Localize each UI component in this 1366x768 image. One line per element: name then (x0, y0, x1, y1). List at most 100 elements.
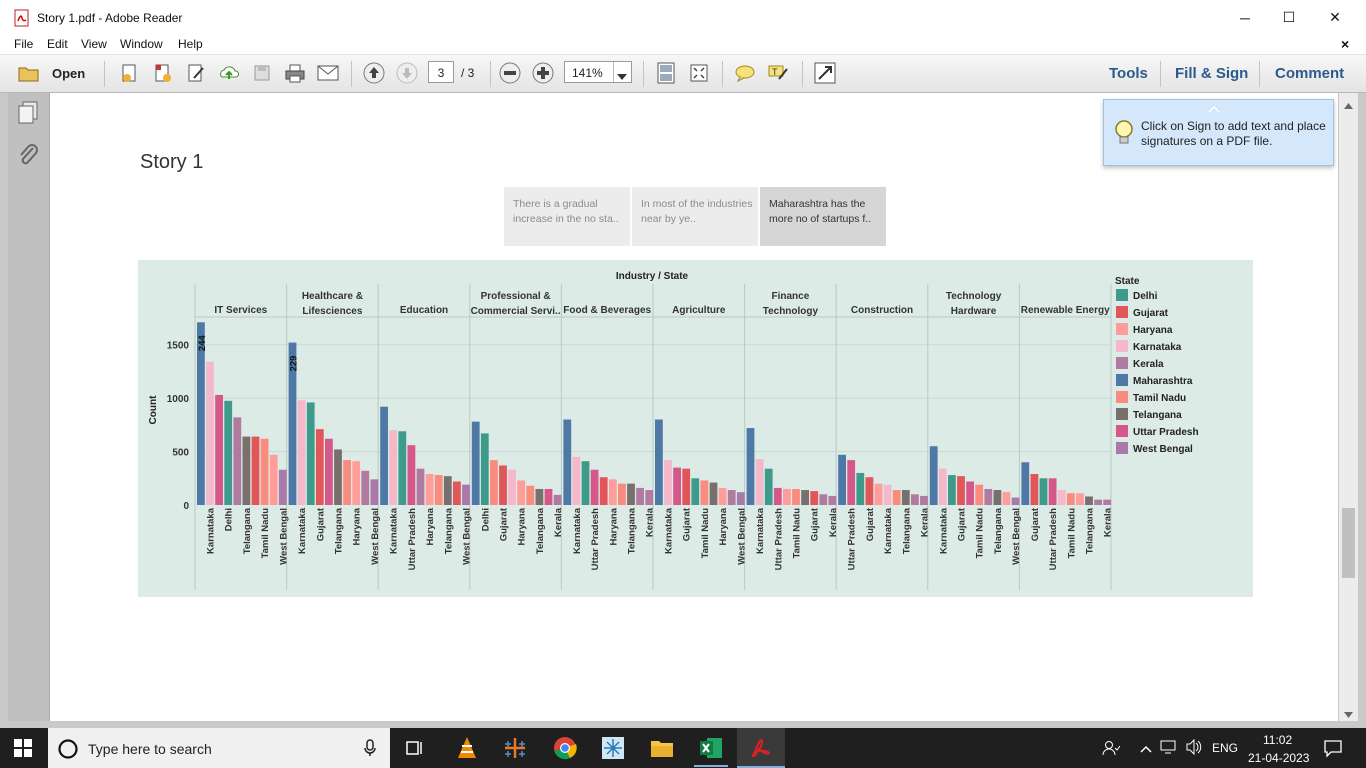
y-tick-label: 0 (183, 501, 189, 512)
task-view-icon[interactable] (398, 732, 432, 764)
next-page-icon[interactable] (396, 62, 418, 84)
open-folder-icon[interactable] (18, 63, 40, 83)
network-icon[interactable] (1160, 740, 1176, 757)
tableau-icon[interactable] (498, 732, 532, 764)
highlight-text-icon[interactable]: T (767, 63, 789, 83)
bar (325, 438, 333, 505)
bar (608, 479, 617, 505)
legend-swatch (1116, 391, 1128, 403)
zoom-in-icon[interactable] (532, 62, 554, 84)
bar (306, 402, 315, 505)
close-button[interactable]: ✕ (1329, 9, 1341, 25)
scroll-down-icon[interactable] (1344, 707, 1353, 721)
page-number-input[interactable]: 3 (428, 61, 454, 83)
maximize-button[interactable]: ☐ (1282, 9, 1296, 25)
edit-pdf-icon[interactable] (185, 63, 207, 83)
chevron-down-icon[interactable] (617, 69, 627, 83)
minimize-button[interactable]: ─ (1240, 9, 1250, 26)
windows-start-icon[interactable] (14, 739, 32, 760)
print-icon[interactable] (284, 63, 306, 83)
bar (1021, 462, 1030, 505)
story-point-1[interactable]: There is a gradual increase in the no st… (504, 187, 630, 246)
chevron-up-icon[interactable] (1208, 102, 1220, 116)
clock-time[interactable]: 11:02 (1263, 733, 1293, 747)
language-indicator[interactable]: ENG (1212, 741, 1239, 755)
snowflake-app-icon[interactable] (596, 732, 630, 764)
fill-sign-button[interactable]: Fill & Sign (1175, 65, 1249, 82)
vlc-icon[interactable] (450, 732, 484, 764)
zoom-value: 141% (572, 66, 603, 80)
x-tick-label: West Bengal (278, 508, 289, 565)
cloud-upload-icon[interactable] (218, 63, 240, 83)
page-thumbnails-icon[interactable] (17, 101, 39, 128)
create-pdf-icon[interactable] (118, 63, 140, 83)
bar (535, 488, 544, 505)
adobe-reader-icon[interactable] (744, 732, 778, 764)
volume-icon[interactable] (1185, 738, 1203, 758)
menu-view[interactable]: View (81, 37, 107, 51)
bar (792, 488, 800, 505)
x-tick-label: Telangana (334, 507, 345, 554)
open-button[interactable]: Open (52, 66, 86, 81)
data-label: 244 (197, 335, 208, 352)
scroll-up-icon[interactable] (1344, 98, 1353, 112)
close-document-button[interactable]: × (1341, 36, 1350, 52)
x-tick-label: Gujarat (810, 507, 821, 541)
file-explorer-icon[interactable] (645, 732, 679, 764)
menu-window[interactable]: Window (120, 37, 163, 51)
zoom-select[interactable] (564, 61, 632, 83)
bar (508, 469, 516, 505)
bar (343, 460, 351, 505)
x-tick-label: Gujarat (1030, 507, 1041, 541)
microphone-icon[interactable] (364, 739, 376, 760)
attachments-icon[interactable] (17, 143, 39, 170)
x-tick-label: Telangana (443, 507, 454, 554)
fit-page-icon[interactable] (655, 62, 677, 84)
scrollbar-thumb[interactable] (1342, 508, 1355, 578)
industry-header: Hardware (951, 306, 997, 317)
x-tick-label: Kerala (828, 507, 839, 537)
zoom-divider (613, 62, 614, 82)
bar (645, 490, 654, 505)
bar (892, 490, 901, 505)
zoom-out-icon[interactable] (499, 62, 521, 84)
fit-width-icon[interactable] (688, 63, 710, 83)
email-icon[interactable] (317, 63, 339, 83)
industry-header: Agriculture (672, 305, 726, 316)
export-pdf-icon[interactable] (152, 63, 174, 83)
legend-label: West Bengal (1133, 444, 1193, 455)
legend-swatch (1116, 442, 1128, 454)
full-screen-icon[interactable] (814, 62, 836, 84)
tools-button[interactable]: Tools (1109, 65, 1148, 82)
legend-swatch (1116, 408, 1128, 420)
bar (664, 460, 672, 505)
taskbar-search[interactable] (48, 728, 390, 768)
vertical-scrollbar[interactable] (1339, 93, 1358, 721)
menu-help[interactable]: Help (178, 37, 203, 51)
lightbulb-icon (1113, 118, 1135, 151)
save-icon[interactable] (251, 63, 273, 83)
bar (315, 429, 324, 505)
story-point-3[interactable]: Maharashtra has the more no of startups … (760, 187, 886, 246)
legend-label: Karnataka (1133, 342, 1182, 353)
people-icon[interactable] (1102, 739, 1121, 760)
story-point-2[interactable]: In most of the industries near by ye.. (632, 187, 758, 246)
bar (462, 484, 470, 505)
industry-header: Construction (851, 305, 913, 316)
menu-edit[interactable]: Edit (47, 37, 68, 51)
comment-button[interactable]: Comment (1275, 65, 1345, 82)
chrome-icon[interactable] (548, 732, 582, 764)
excel-icon[interactable] (694, 732, 728, 764)
x-tick-label: Karnataka (297, 507, 308, 554)
chevron-up-icon[interactable] (1140, 742, 1152, 756)
clock-date[interactable]: 21-04-2023 (1248, 751, 1310, 765)
x-tick-label: Haryana (425, 507, 436, 545)
bar (883, 484, 892, 505)
previous-page-icon[interactable] (363, 62, 385, 84)
notifications-icon[interactable] (1323, 738, 1343, 761)
toolbar-separator (722, 61, 723, 87)
bar (736, 492, 745, 505)
title-bar (0, 0, 1366, 35)
menu-file[interactable]: File (14, 37, 34, 51)
sticky-note-icon[interactable] (734, 63, 756, 83)
